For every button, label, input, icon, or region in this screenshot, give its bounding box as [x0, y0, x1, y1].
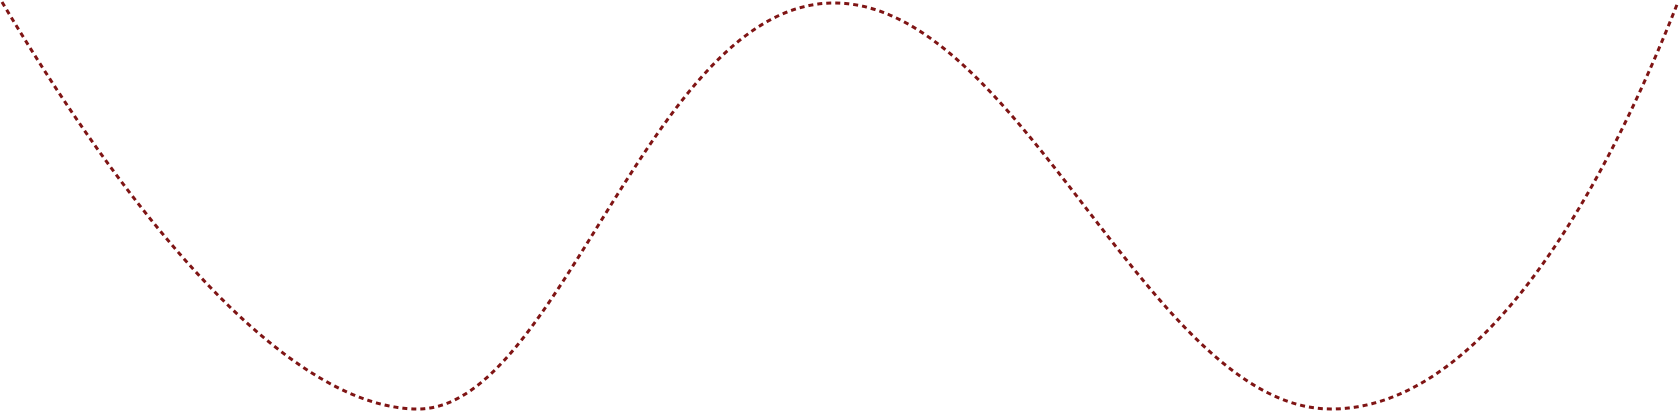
page — [0, 1, 1680, 411]
decorative-wave — [0, 1, 1680, 411]
dashed-wave-line — [0, 1, 1680, 411]
